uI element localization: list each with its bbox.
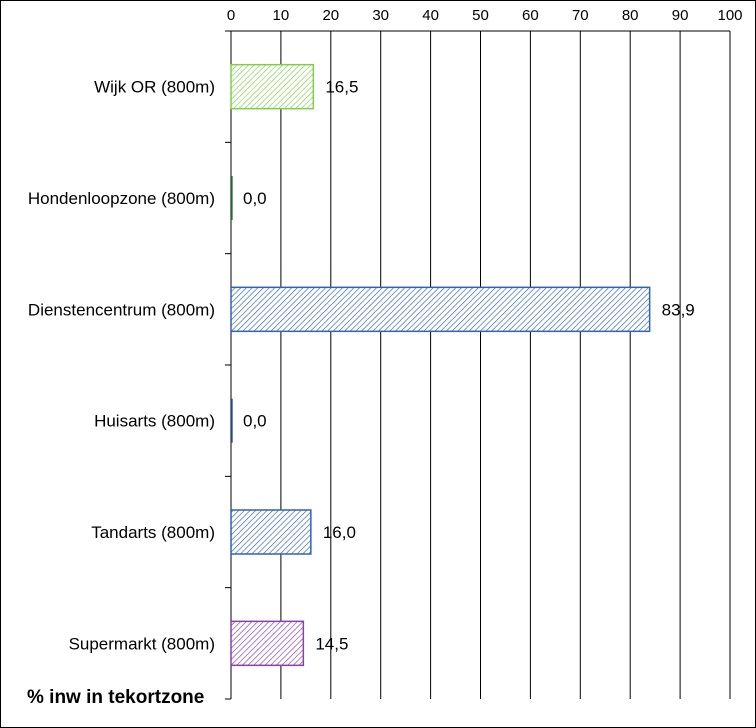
x-tick-label: 30 [372, 7, 389, 24]
bar [230, 509, 312, 555]
bar [230, 620, 305, 667]
data-label: 16,0 [323, 523, 356, 542]
x-tick-label: 70 [572, 7, 589, 24]
x-tick-label: 40 [422, 7, 439, 24]
x-axis-title: % inw in tekortzone [27, 687, 205, 708]
data-label: 0,0 [243, 189, 267, 208]
x-tick-label: 0 [227, 7, 235, 24]
x-tick-label: 10 [273, 7, 290, 24]
category-label: Hondenloopzone (800m) [28, 189, 215, 208]
category-label: Supermarkt (800m) [69, 634, 215, 653]
category-label: Wijk OR (800m) [94, 78, 215, 97]
category-label: Dienstencentrum (800m) [28, 300, 215, 319]
x-tick-label: 100 [717, 7, 742, 24]
data-label: 0,0 [243, 412, 267, 431]
x-tick-label: 60 [522, 7, 539, 24]
bar [230, 286, 651, 333]
x-tick-label: 50 [472, 7, 489, 24]
bar [230, 63, 315, 110]
data-label: 14,5 [315, 634, 348, 653]
data-label: 83,9 [662, 300, 695, 319]
category-label: Huisarts (800m) [94, 412, 215, 431]
x-tick-label: 80 [622, 7, 639, 24]
data-label: 16,5 [325, 78, 358, 97]
x-tick-label: 20 [322, 7, 339, 24]
x-tick-label: 90 [672, 7, 689, 24]
category-label: Tandarts (800m) [91, 523, 215, 542]
